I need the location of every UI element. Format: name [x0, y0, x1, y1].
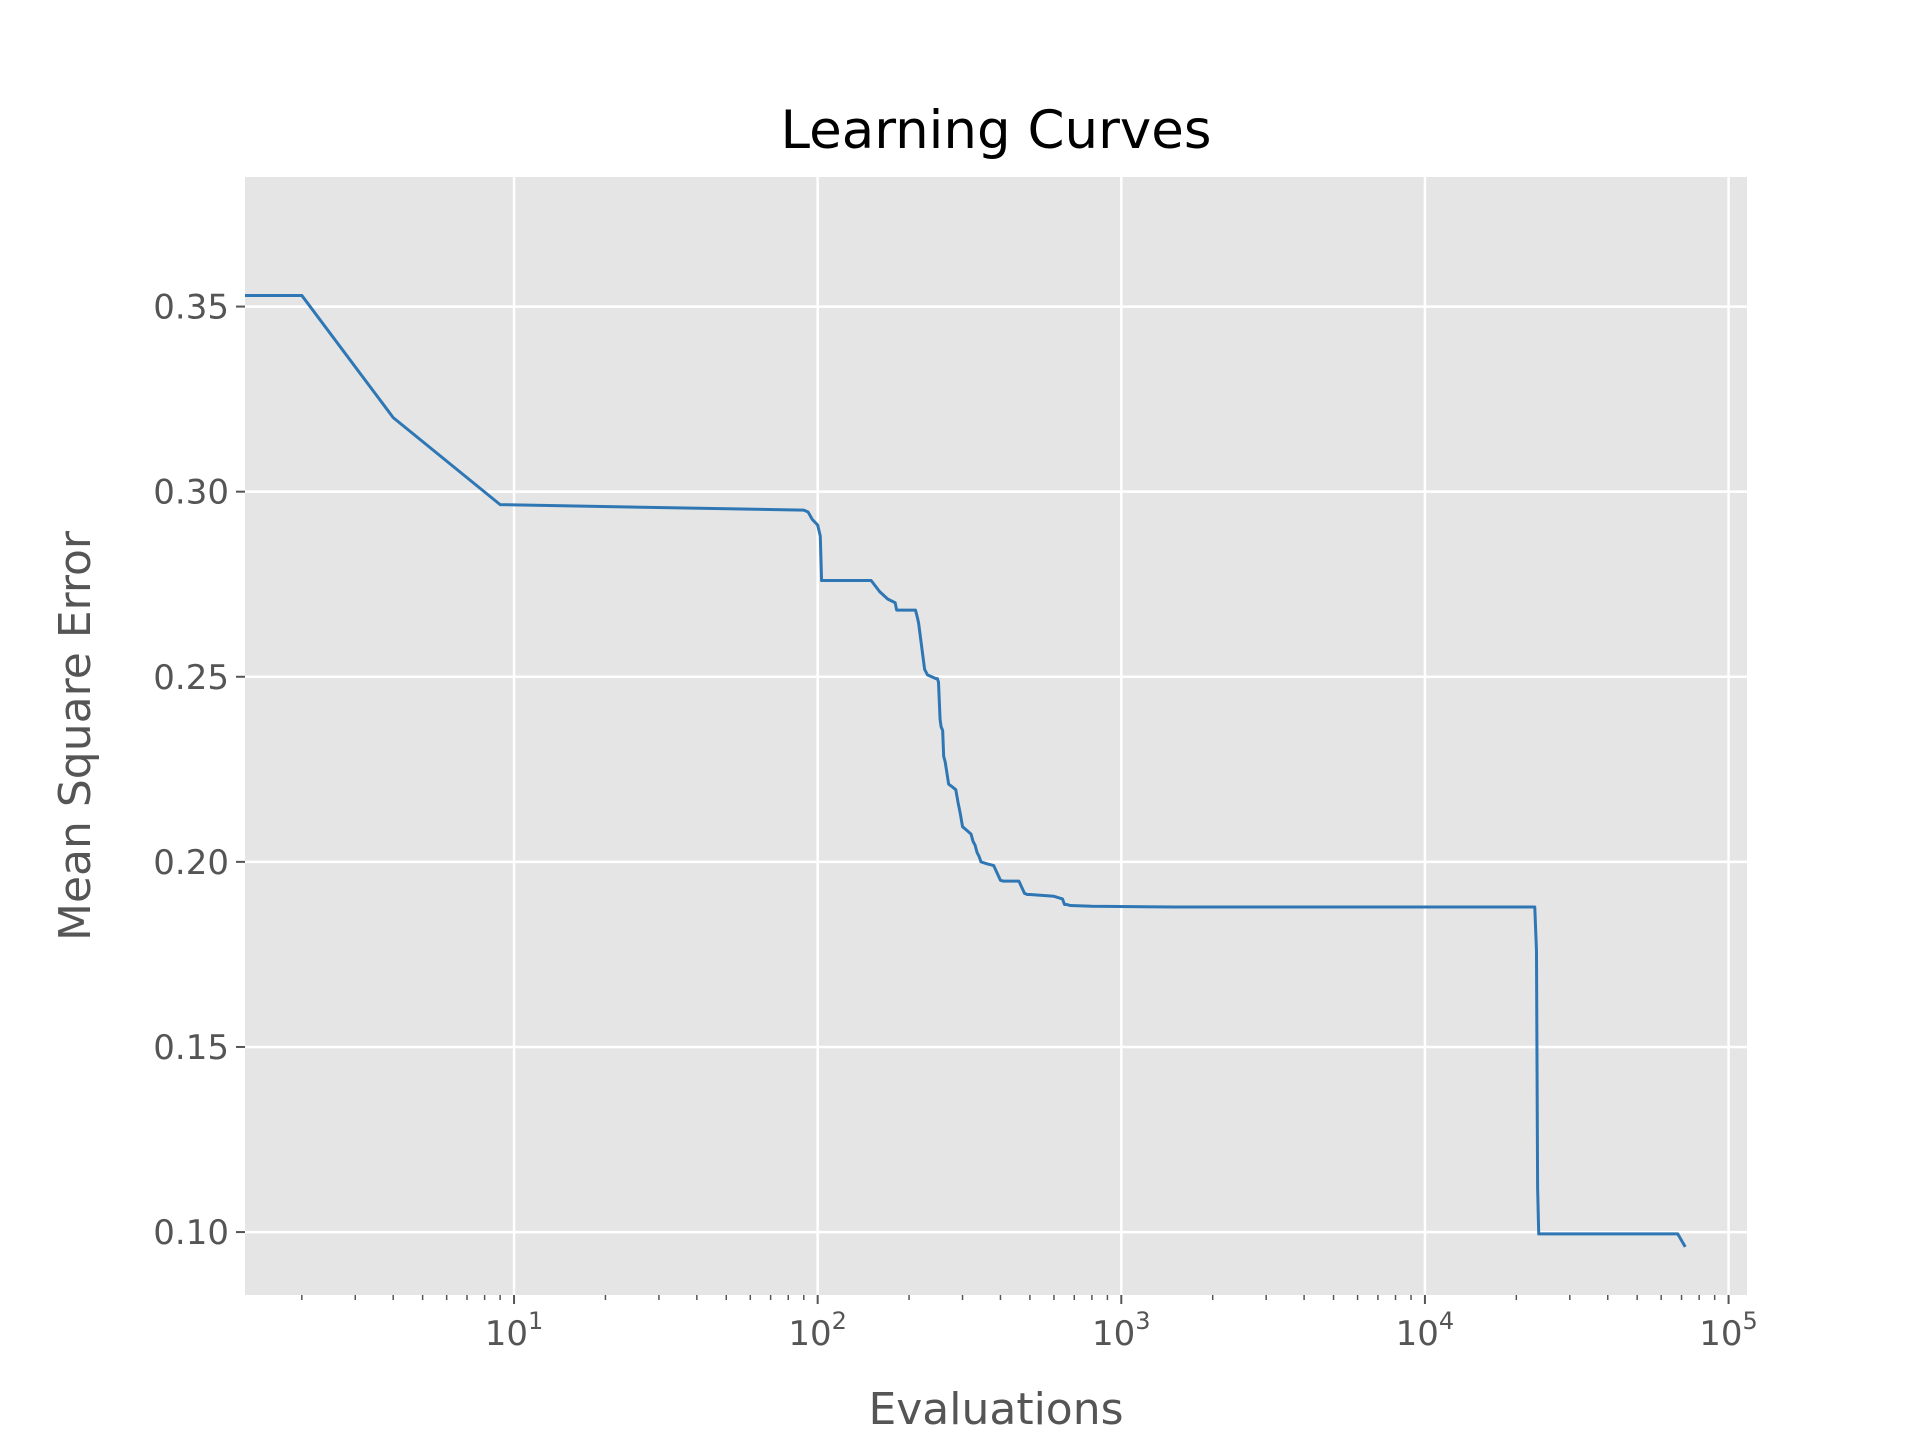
x-tick-base: 10	[1092, 1314, 1135, 1354]
x-tick-label: 103	[1092, 1307, 1151, 1354]
x-tick-label: 101	[485, 1307, 544, 1354]
x-tick-exponent: 3	[1135, 1307, 1150, 1335]
x-minor-ticks	[301, 1295, 1716, 1300]
plot-background	[245, 177, 1747, 1295]
x-axis-ticks: 101 102 103 104 105	[485, 1295, 1758, 1354]
y-tick-label: 0.10	[153, 1213, 229, 1253]
x-tick-label: 104	[1396, 1307, 1455, 1354]
y-tick-label: 0.15	[153, 1028, 229, 1068]
x-tick-exponent: 4	[1439, 1307, 1454, 1335]
x-axis-label: Evaluations	[868, 1384, 1123, 1435]
y-tick-label: 0.35	[153, 288, 229, 328]
x-tick-base: 10	[1396, 1314, 1439, 1354]
grid-lines	[245, 177, 1747, 1295]
y-axis-ticks: 0.10 0.15 0.20 0.25 0.30 0.35	[153, 288, 245, 1253]
x-tick-base: 10	[1699, 1314, 1742, 1354]
x-tick-base: 10	[788, 1314, 831, 1354]
y-tick-label: 0.25	[153, 658, 229, 698]
y-tick-label: 0.30	[153, 473, 229, 513]
y-axis-label: Mean Square Error	[50, 530, 101, 941]
x-tick-label: 105	[1699, 1307, 1758, 1354]
x-tick-exponent: 2	[832, 1307, 847, 1335]
series-line	[245, 293, 1687, 1248]
x-tick-exponent: 5	[1743, 1307, 1758, 1335]
y-tick-label: 0.20	[153, 843, 229, 883]
x-tick-base: 10	[485, 1314, 528, 1354]
chart-title: Learning Curves	[781, 100, 1212, 161]
x-tick-exponent: 1	[528, 1307, 543, 1335]
x-tick-label: 102	[788, 1307, 847, 1354]
